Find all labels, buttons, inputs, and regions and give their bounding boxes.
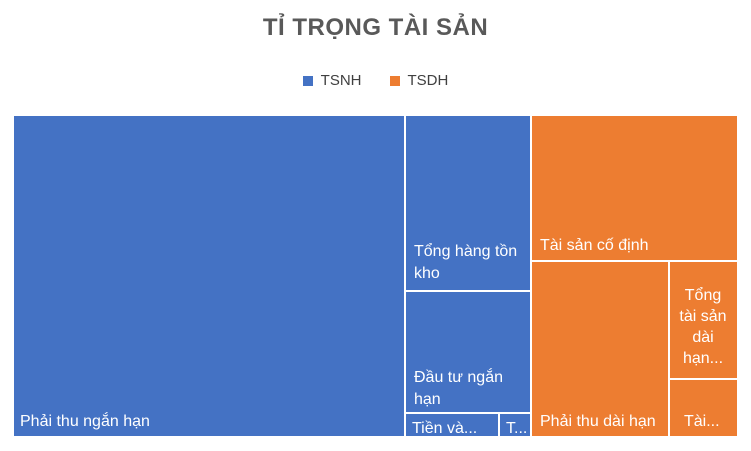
treemap-rect [406,292,530,412]
chart-legend: TSNH TSDH [0,72,751,89]
legend-label-tsnh: TSNH [320,72,362,89]
treemap-tile-6: Phải thu dài hạn [532,262,668,436]
treemap-tile-7: Tổng tài sản dài hạn... [670,262,737,378]
treemap-rect [532,262,668,436]
legend-swatch-tsdh [389,75,400,86]
treemap-label: Phải thu dài hạn [540,413,656,430]
treemap-rect [670,380,737,436]
legend-item-tsnh: TSNH [302,72,362,89]
treemap-tile-3: Tiền và... [406,414,498,437]
treemap-rect [406,414,498,436]
treemap-tile-4: T... [500,414,530,437]
treemap-label: T... [506,420,527,437]
legend-item-tsdh: TSDH [389,72,449,89]
treemap-rect [500,414,530,436]
treemap-tile-0: Phải thu ngắn hạn [14,116,404,436]
treemap-rect [670,262,737,378]
chart-title: TỈ TRỌNG TÀI SẢN [262,14,489,41]
legend-label-tsdh: TSDH [407,72,449,89]
treemap-tile-2: Đầu tư ngắn hạn [406,292,530,412]
legend-swatch-tsnh [302,75,313,86]
treemap-tile-8: Tài... [670,380,737,436]
treemap-label: Tổng tài sản dài hạn... [679,286,726,367]
treemap-label: Tài sản cố định [540,237,649,254]
treemap-label: Tài... [684,413,720,430]
treemap-tile-5: Tài sản cố định [532,116,737,260]
treemap-label: Phải thu ngắn hạn [20,411,150,430]
treemap-rect [532,116,737,260]
treemap-rect [406,116,530,290]
treemap-tile-1: Tổng hàng tồn kho [406,116,530,290]
treemap-label: Đầu tư ngắn hạn [414,367,503,408]
treemap-rect [14,116,404,436]
treemap-label: Tổng hàng tồn kho [414,242,517,282]
treemap-label: Tiền và... [412,420,477,437]
